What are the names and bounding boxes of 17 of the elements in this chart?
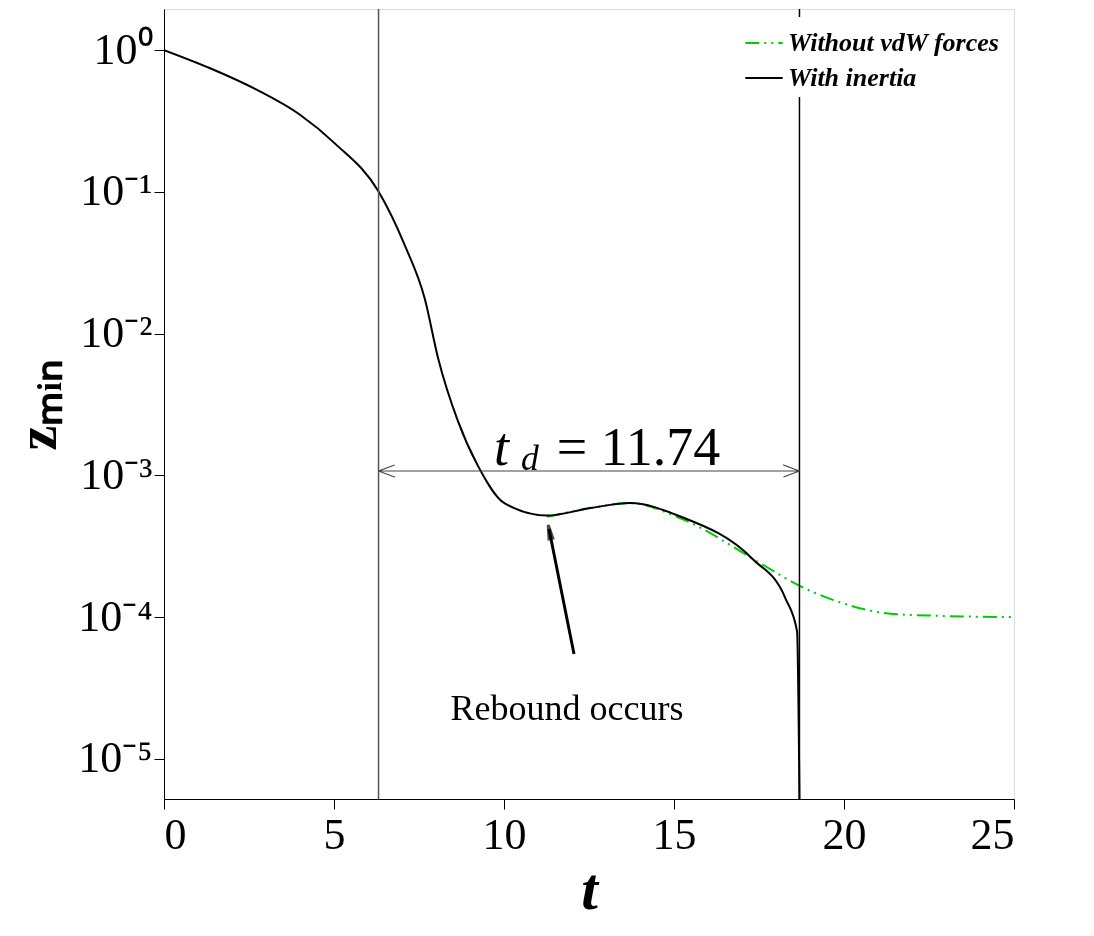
annotation: Rebound occurs: [450, 688, 684, 728]
x-tick-label: 10: [482, 809, 527, 859]
y-tick-label: 10⁰: [93, 24, 153, 74]
x-tick-label: 0: [164, 809, 187, 859]
y-axis-title: zₘᵢₙ: [6, 358, 69, 451]
y-tick-label: 10⁻³: [80, 449, 153, 499]
x-tick-label: 25: [970, 809, 1015, 859]
y-tick-label: 10⁻⁵: [78, 733, 153, 783]
y-tick-label: 10⁻²: [80, 308, 153, 358]
legend-label: With inertia: [788, 63, 917, 92]
legend-label: Without vdW forces: [788, 28, 999, 57]
y-tick-label: 10⁻¹: [80, 166, 153, 216]
x-tick-label: 15: [652, 809, 697, 859]
x-axis-title: t: [581, 855, 601, 922]
x-tick-label: 5: [323, 809, 346, 859]
x-tick-label: 20: [822, 809, 867, 859]
y-tick-label: 10⁻⁴: [78, 591, 153, 641]
